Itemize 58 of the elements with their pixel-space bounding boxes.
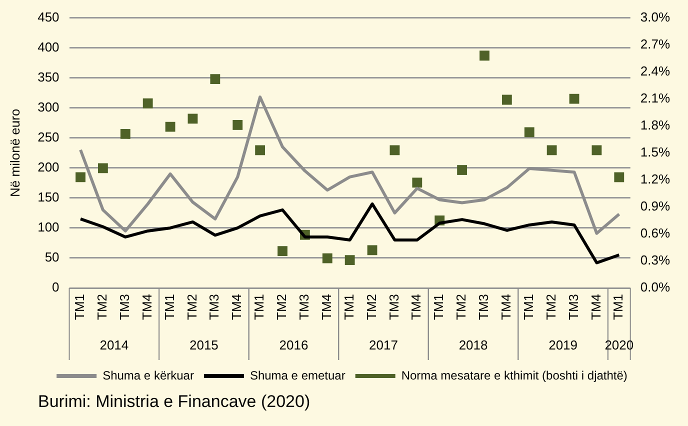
x-tick-label: TM1: [341, 294, 356, 320]
y2-tick-label: 2.1%: [640, 90, 670, 106]
x-tick-label: TM3: [386, 294, 402, 320]
x-tick-label: TM2: [543, 294, 558, 320]
text: 2016: [279, 338, 308, 353]
y-tick-label: 250: [38, 129, 60, 144]
x-tick-label: TM2: [184, 294, 200, 320]
x-tick-label: TM3: [566, 294, 581, 320]
x-tick-label: TM2: [364, 294, 379, 320]
y-tick-label: 200: [38, 159, 60, 174]
x-tick-label: TM3: [476, 294, 492, 320]
text: 2017: [369, 338, 398, 353]
x-tick-label: TM4: [318, 294, 334, 320]
x-tick-label: TM4: [408, 294, 424, 320]
x-tick-label: TM2: [274, 294, 290, 320]
y2-tick-label: 2.7%: [640, 36, 670, 52]
x-tick-label: TM4: [229, 294, 244, 320]
x-tick-label: TM2: [94, 294, 110, 320]
text: 2014: [100, 338, 129, 353]
y2-tick-label: 2.4%: [640, 63, 670, 78]
text: 2015: [189, 338, 218, 353]
x-tick-label: TM1: [72, 294, 88, 320]
y-tick-label: 350: [38, 69, 60, 84]
x-tick-label: TM4: [498, 294, 514, 320]
y-tick-label: 300: [38, 99, 60, 114]
x-tick-label: TM3: [116, 294, 132, 320]
y-tick-label: 0: [52, 280, 60, 295]
y-tick-label: 100: [38, 220, 60, 235]
y2-tick-label: 0.9%: [640, 198, 670, 214]
y2-tick-label: 1.2%: [640, 172, 670, 186]
y2-tick-label: 1.5%: [640, 144, 670, 160]
legend-label: Shuma e emetuar: [250, 368, 346, 382]
y2-tick-label: 0.3%: [640, 252, 670, 268]
text: Burimi: Ministria e Financave (2020): [37, 392, 312, 412]
x-tick-label: TM1: [252, 294, 267, 320]
y-tick-label: 50: [44, 250, 60, 265]
legend-label: Norma mesatare e kthimit (boshti i djathtë): [401, 368, 628, 382]
y2-tick-label: 0.6%: [640, 226, 670, 241]
text: 2020: [604, 338, 634, 353]
y-tick-label: 450: [38, 9, 60, 24]
text: 2019: [548, 338, 578, 353]
x-tick-label: TM4: [588, 294, 604, 320]
x-tick-label: TM1: [162, 294, 177, 320]
x-tick-label: TM1: [431, 294, 446, 320]
x-tick-label: TM4: [139, 294, 154, 320]
y2-tick-label: 0.0%: [640, 280, 670, 295]
x-tick-label: TM3: [206, 294, 222, 320]
legend-label: Shuma e kërkuar: [102, 368, 194, 382]
x-tick-label: TM1: [520, 294, 536, 320]
y-tick-label: 400: [38, 39, 60, 54]
y-tick-label: 150: [38, 190, 60, 205]
x-tick-label: TM1: [610, 294, 626, 320]
x-tick-label: TM3: [296, 294, 312, 320]
text: 2018: [458, 338, 488, 353]
y2-tick-label: 3.0%: [640, 9, 670, 24]
y2-tick-label: 1.8%: [640, 117, 670, 132]
y-axis-title: Në milonë euro: [7, 108, 22, 197]
x-tick-label: TM2: [454, 294, 469, 320]
